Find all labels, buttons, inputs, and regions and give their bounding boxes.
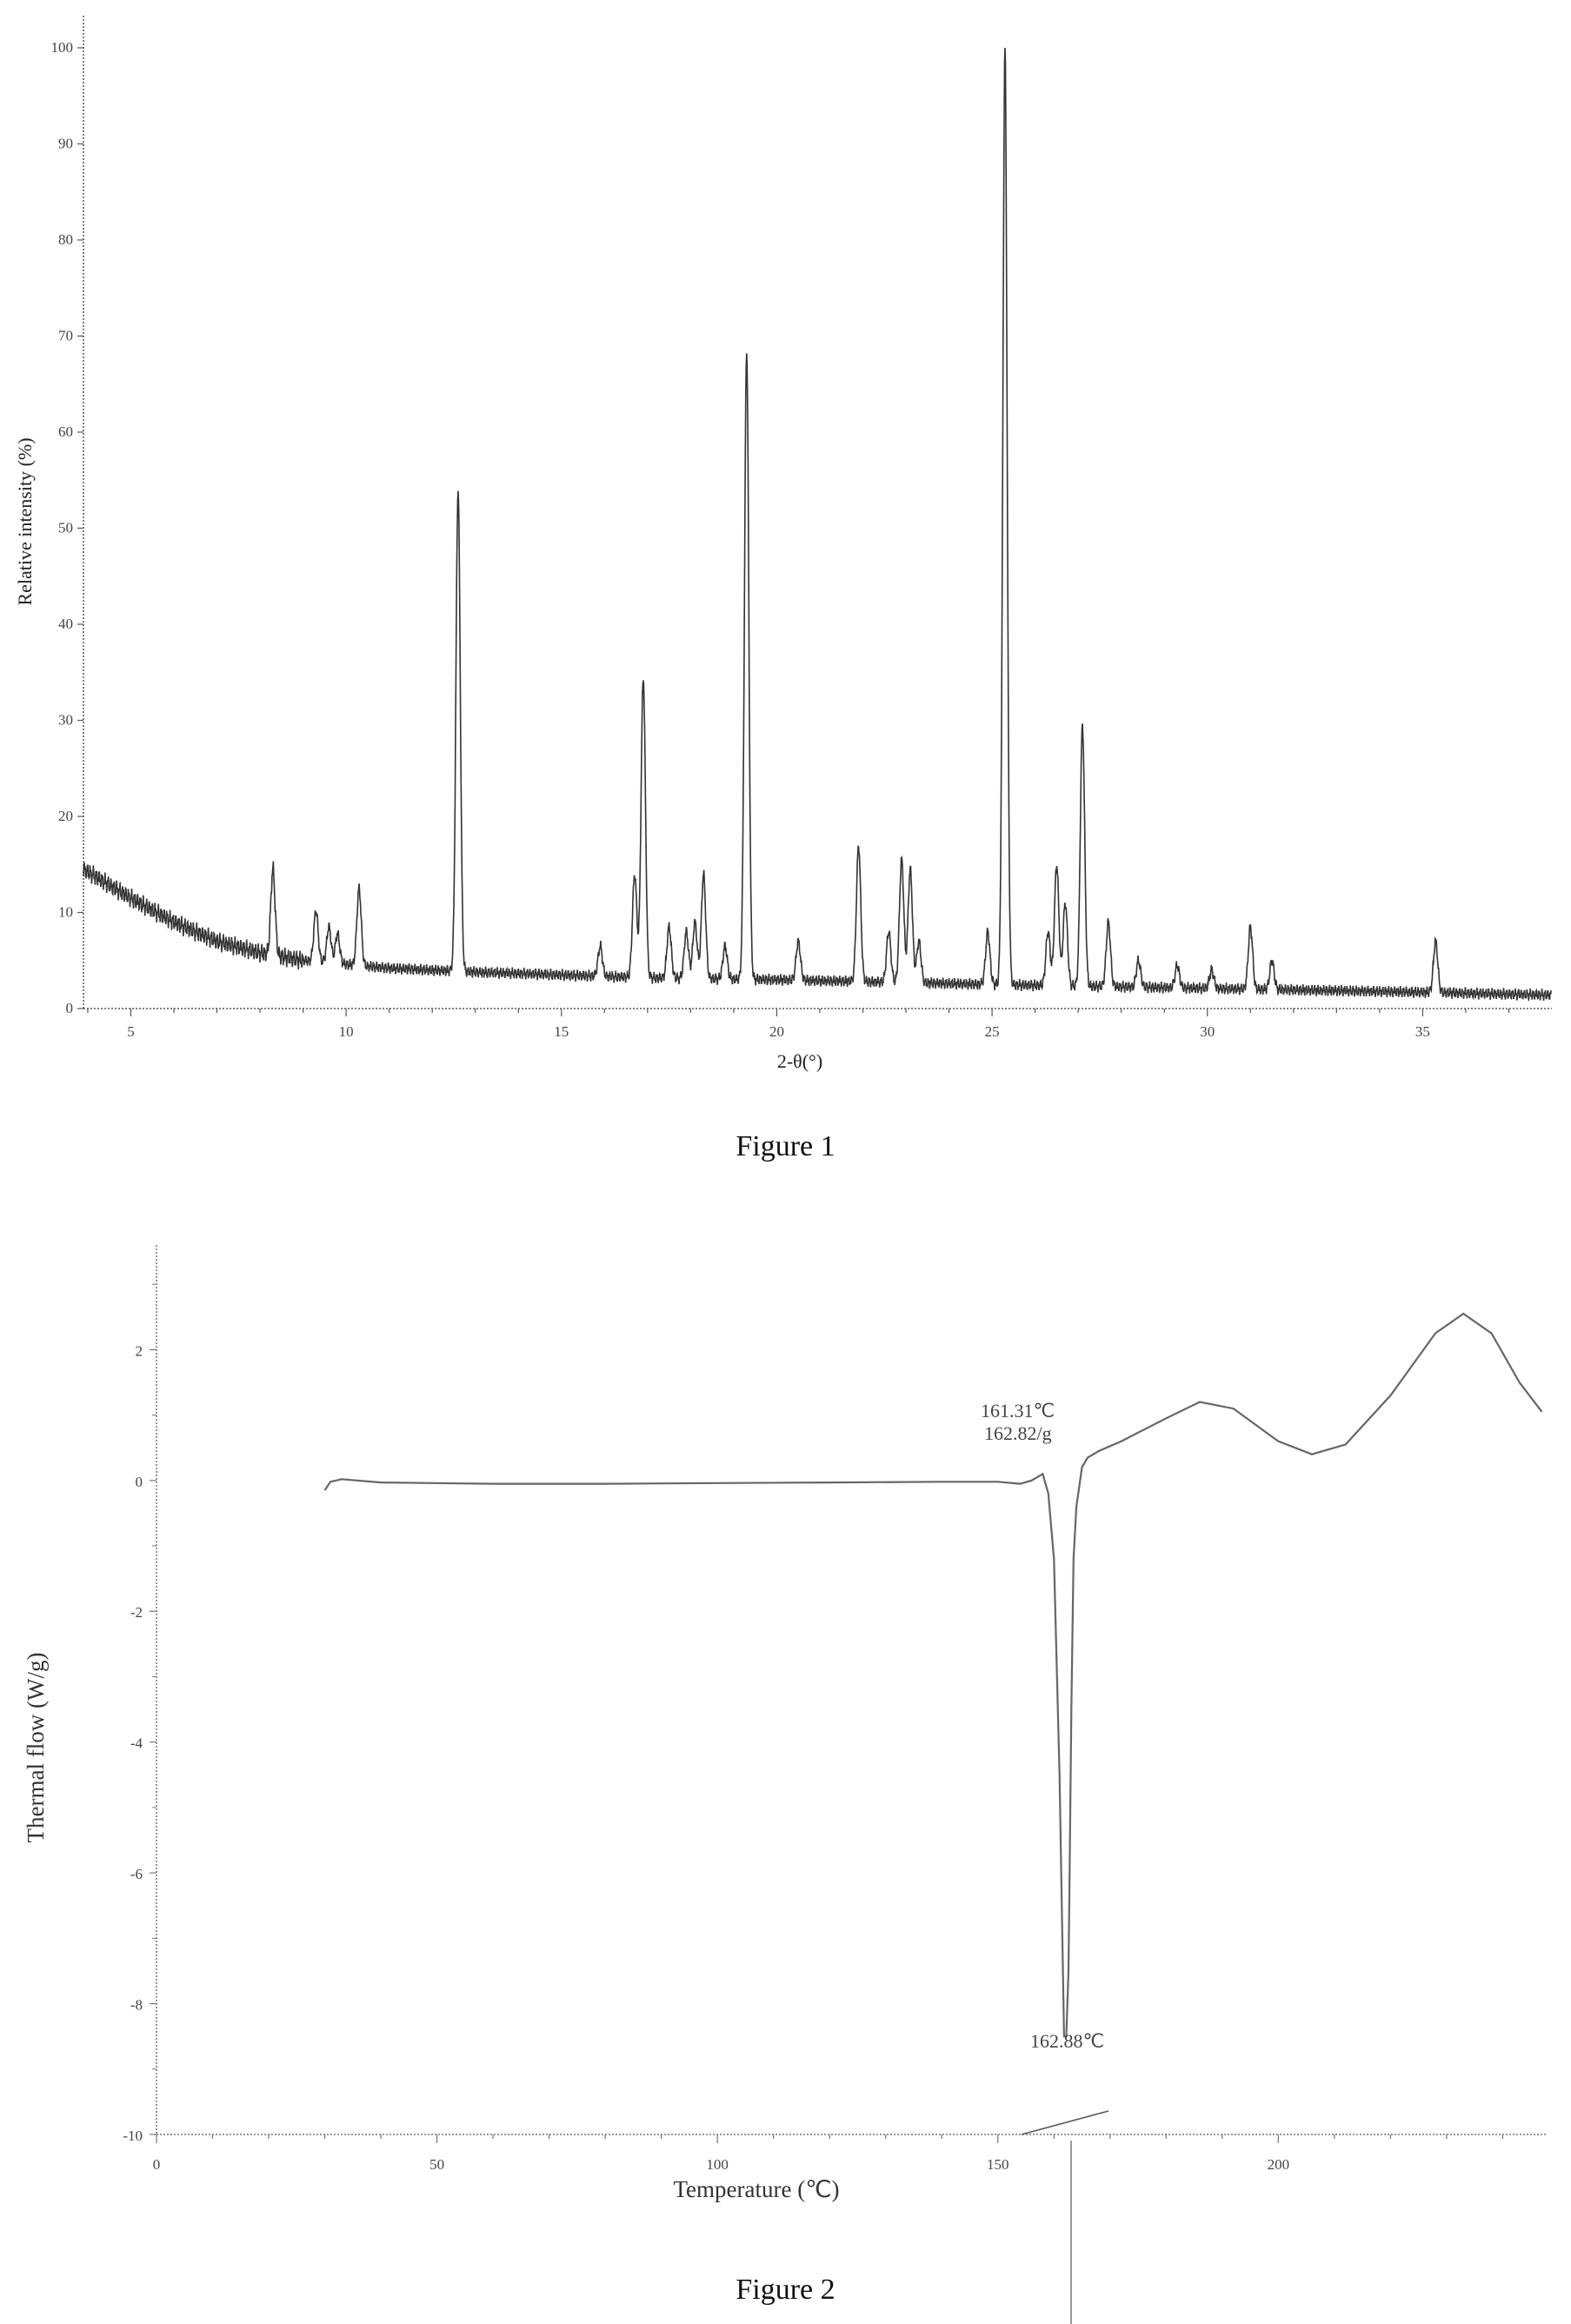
xrd-x-tick-label: 10	[339, 1023, 354, 1040]
dsc-x-tick-label: 100	[706, 2156, 729, 2173]
dsc-y-tick-label: 0	[136, 1474, 143, 1490]
xrd-x-tick-label: 15	[554, 1023, 569, 1040]
figure-1: 0 10 20 30 40 50 60 70 80 90 100 5 10 15 20 25 30 35 Rela…	[14, 16, 1553, 1162]
dsc-x-tick-label: 200	[1268, 2156, 1290, 2173]
dsc-onset-tangent	[1021, 2110, 1109, 2135]
xrd-y-tick-label: 20	[58, 808, 73, 824]
dsc-x-tick-label: 50	[429, 2156, 444, 2173]
xrd-y-tick-label: 90	[58, 136, 73, 152]
dsc-annotation-onset: 161.31℃	[981, 1400, 1055, 1422]
xrd-x-tick-label: 25	[985, 1023, 1000, 1040]
dsc-y-tick-label: -4	[130, 1735, 143, 1752]
xrd-y-tick-label: 0	[66, 1000, 74, 1016]
xrd-pattern-line	[83, 47, 1553, 1002]
dsc-ticks: 2 0 -2 -4 -6 -8 -10 0 50 100 150 200	[123, 1283, 1503, 2173]
dsc-y-tick-label: -6	[130, 1866, 143, 1882]
xrd-chart: 0 10 20 30 40 50 60 70 80 90 100 5 10 15 20 25 30 35 Rela…	[14, 16, 1553, 1072]
dsc-x-axis-label: Temperature (℃)	[673, 2176, 839, 2202]
xrd-x-tick-label: 35	[1415, 1023, 1430, 1040]
xrd-y-tick-label: 80	[58, 231, 73, 248]
figure-1-caption: Figure 1	[736, 1130, 835, 1162]
xrd-y-tick-label: 70	[58, 328, 73, 344]
dsc-annotation-enthalpy: 162.82/g	[984, 1422, 1052, 1444]
xrd-axes	[83, 16, 1552, 1009]
xrd-y-tick-label: 10	[58, 904, 73, 921]
xrd-x-tick-label: 30	[1200, 1023, 1215, 1040]
dsc-chart: 2 0 -2 -4 -6 -8 -10 0 50 100 150 200 161.31℃ 162.82…	[23, 1245, 1548, 2324]
xrd-y-tick-label: 40	[58, 616, 73, 632]
dsc-y-tick-label: 2	[136, 1342, 143, 1359]
xrd-y-tick-label: 60	[58, 423, 73, 440]
dsc-x-tick-label: 0	[153, 2156, 161, 2173]
dsc-annotation-peak: 162.88℃	[1030, 2030, 1104, 2052]
dsc-y-axis-label: Thermal flow (W/g)	[23, 1653, 49, 1843]
xrd-y-tick-label: 100	[51, 39, 74, 56]
dsc-y-tick-label: -2	[130, 1604, 143, 1621]
xrd-ticks: 0 10 20 30 40 50 60 70 80 90 100 5 10 15 20 25 30 35	[51, 39, 1510, 1040]
dsc-x-tick-label: 150	[987, 2156, 1009, 2173]
figure-2: 2 0 -2 -4 -6 -8 -10 0 50 100 150 200 161.31℃ 162.82…	[0, 1200, 1571, 2324]
dsc-y-tick-label: -8	[130, 1997, 143, 2014]
dsc-axes	[156, 1245, 1548, 2135]
xrd-y-tick-label: 50	[58, 520, 73, 536]
dsc-y-tick-label: -10	[123, 2128, 143, 2144]
xrd-x-tick-label: 20	[769, 1023, 784, 1040]
xrd-x-tick-label: 5	[127, 1023, 135, 1040]
xrd-y-tick-label: 30	[58, 712, 73, 729]
dsc-curve	[323, 1312, 1543, 2038]
xrd-x-axis-label: 2-θ(°)	[777, 1050, 822, 1072]
xrd-y-axis-label: Relative intensity (%)	[14, 437, 36, 605]
figure-2-caption: Figure 2	[736, 2274, 835, 2306]
